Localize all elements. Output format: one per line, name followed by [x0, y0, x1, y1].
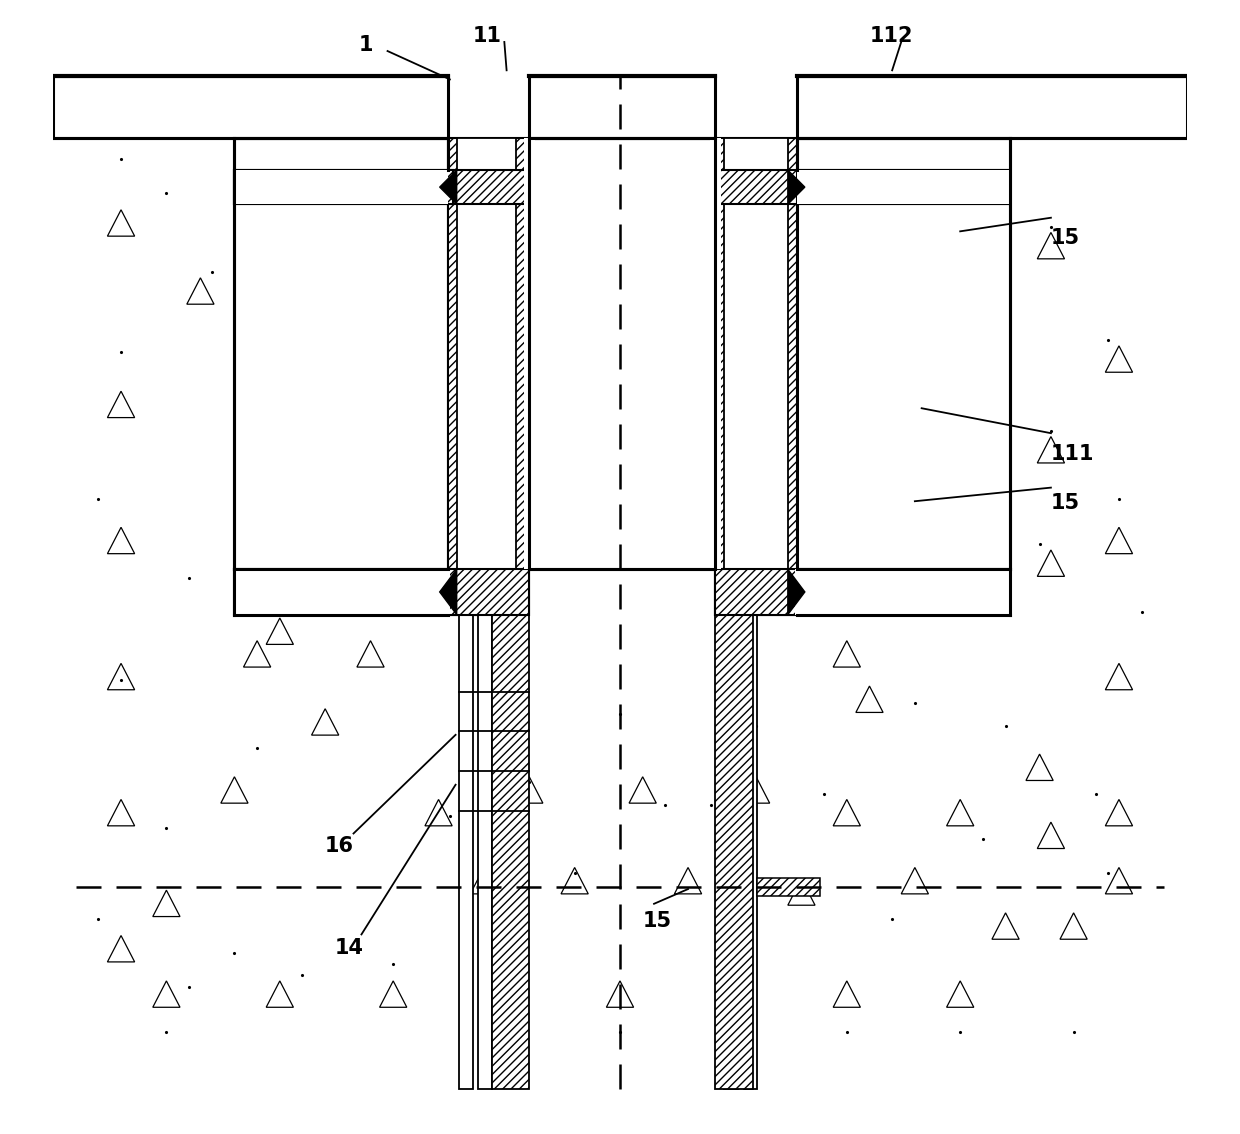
Bar	[529, 76, 715, 138]
Bar	[715, 170, 1011, 204]
Polygon shape	[440, 170, 456, 204]
Polygon shape	[787, 569, 805, 615]
Bar	[234, 138, 448, 569]
Bar	[758, 878, 820, 896]
Bar	[234, 170, 529, 204]
Bar	[529, 138, 715, 569]
Bar	[523, 138, 534, 569]
Bar	[724, 615, 738, 1089]
Bar	[715, 569, 1011, 615]
Bar	[797, 76, 1187, 138]
Text: 112: 112	[869, 26, 913, 46]
Bar	[234, 569, 450, 615]
Bar	[795, 569, 1011, 615]
Bar	[715, 138, 797, 615]
Bar	[234, 170, 448, 204]
Text: 15: 15	[642, 911, 672, 931]
Bar	[492, 615, 529, 1089]
Bar	[709, 138, 720, 569]
Text: 1: 1	[360, 35, 373, 56]
Bar	[456, 138, 516, 569]
Bar	[797, 138, 1011, 569]
Text: 14: 14	[335, 938, 363, 958]
Polygon shape	[440, 569, 456, 615]
Text: 11: 11	[472, 26, 501, 46]
Polygon shape	[787, 170, 805, 204]
Bar	[744, 615, 758, 1089]
Bar	[724, 138, 787, 569]
Bar	[797, 170, 1011, 204]
Bar	[234, 170, 454, 204]
Bar	[797, 170, 1011, 204]
Text: 15: 15	[1052, 228, 1080, 248]
Bar	[234, 569, 529, 615]
Text: 111: 111	[1052, 443, 1095, 464]
Bar	[448, 138, 529, 615]
Bar	[459, 615, 472, 1089]
Bar	[53, 76, 448, 138]
Bar	[715, 615, 753, 1089]
Text: 15: 15	[1052, 493, 1080, 514]
Bar	[479, 615, 492, 1089]
Text: 16: 16	[325, 836, 355, 856]
